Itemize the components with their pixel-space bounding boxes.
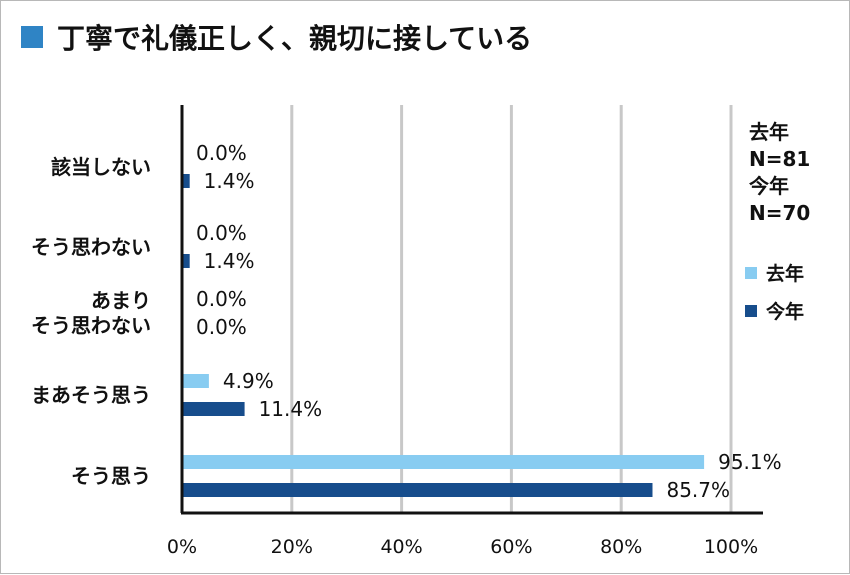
- sample-size-this-year-label: 今年: [749, 174, 789, 198]
- legend-label-this-year: 今年: [766, 301, 805, 323]
- category-label-2-line-0: あまり: [91, 289, 151, 313]
- data-label-last-year-0: 0.0%: [196, 141, 247, 165]
- sample-size-this-year-value: N=70: [749, 201, 811, 225]
- category-label-3: まあそう思う: [31, 383, 151, 407]
- legend-swatch-last-year: [745, 266, 757, 279]
- sample-size-last-year-label: 去年: [749, 120, 789, 144]
- data-label-last-year-2: 0.0%: [196, 287, 247, 311]
- title-marker-square: [21, 26, 43, 48]
- data-label-this-year-1: 1.4%: [204, 249, 255, 273]
- sample-size-block: 去年 N=81 今年 N=70: [749, 119, 810, 227]
- title-row: 丁寧で礼儀正しく、親切に接している: [21, 17, 532, 57]
- legend-swatch-this-year: [745, 304, 757, 317]
- bar-this-year-1: [182, 254, 190, 268]
- bar-this-year-3: [182, 402, 245, 416]
- x-tick-label-4: 80%: [600, 536, 642, 558]
- category-label-1: そう思わない: [31, 235, 151, 259]
- data-label-this-year-0: 1.4%: [204, 169, 255, 193]
- legend-label-last-year: 去年: [766, 263, 805, 285]
- data-label-last-year-3: 4.9%: [223, 369, 274, 393]
- bar-last-year-4: [182, 455, 705, 469]
- category-label-2-line-1: そう思わない: [31, 314, 151, 338]
- data-label-last-year-1: 0.0%: [196, 221, 247, 245]
- x-tick-label-5: 100%: [704, 536, 758, 558]
- x-tick-label-3: 60%: [490, 536, 532, 558]
- bar-this-year-0: [182, 174, 190, 188]
- legend-item-this-year: 今年: [745, 297, 804, 324]
- x-tick-label-2: 40%: [380, 536, 422, 558]
- bar-last-year-3: [182, 374, 209, 388]
- category-label-4: そう思う: [71, 464, 151, 488]
- x-tick-label-1: 20%: [271, 536, 313, 558]
- data-label-this-year-3: 11.4%: [259, 397, 323, 421]
- x-tick-label-0: 0%: [167, 536, 197, 558]
- chart-title: 丁寧で礼儀正しく、親切に接している: [57, 22, 533, 55]
- sample-size-last-year-value: N=81: [749, 147, 811, 171]
- data-label-this-year-4: 85.7%: [666, 478, 730, 502]
- data-label-this-year-2: 0.0%: [196, 315, 247, 339]
- legend-item-last-year: 去年: [745, 259, 804, 286]
- data-label-last-year-4: 95.1%: [718, 450, 782, 474]
- bar-this-year-4: [182, 483, 653, 497]
- category-label-0: 該当しない: [51, 155, 151, 179]
